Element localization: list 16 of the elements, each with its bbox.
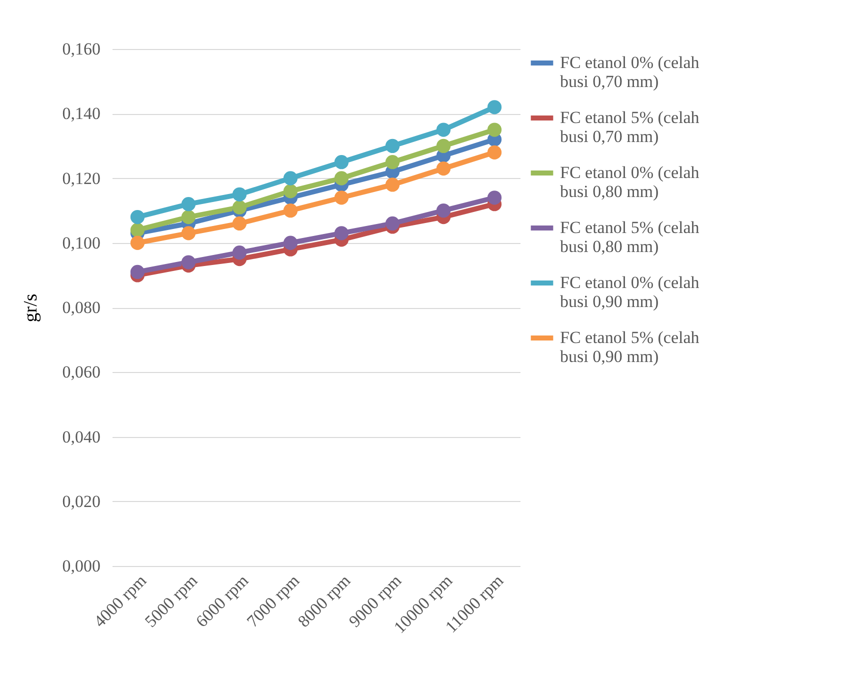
legend-label: FC etanol 5% (celah busi 0,90 mm)	[560, 328, 700, 366]
legend-label: FC etanol 5% (celah busi 0,70 mm)	[560, 108, 700, 146]
legend-label: FC etanol 0% (celah busi 0,90 mm)	[560, 273, 700, 311]
legend-label: FC etanol 0% (celah busi 0,80 mm)	[560, 163, 700, 201]
y-tick-label: 0,060	[62, 362, 100, 382]
legend-label: FC etanol 0% (celah busi 0,70 mm)	[560, 53, 700, 91]
y-tick-label: 0,040	[62, 427, 100, 446]
y-tick-label: 0,140	[62, 104, 100, 124]
y-axis-title: gr/s	[20, 294, 42, 322]
y-tick-label: 0,120	[62, 168, 100, 188]
y-tick-label: 0,100	[62, 233, 100, 252]
y-tick-label: 0,080	[62, 298, 100, 317]
y-tick-label: 0,000	[62, 556, 100, 576]
y-tick-label: 0,020	[62, 492, 100, 511]
y-tick-label: 0,160	[62, 40, 100, 58]
legend-label: FC etanol 5% (celah busi 0,80 mm)	[560, 218, 700, 256]
